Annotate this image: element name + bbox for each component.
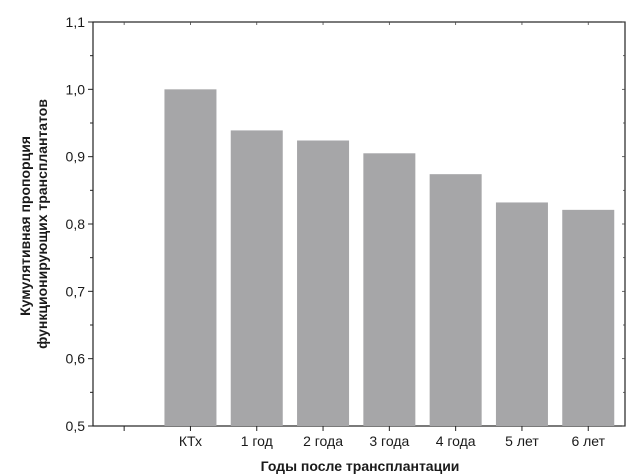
y-tick-label: 0,7 [66, 283, 86, 299]
ticks-group: 0,5 0,6 0,7 0,8 0,9 1,0 1,1 КТх 1 год 2 года 3 год… [66, 14, 625, 449]
bar [429, 174, 482, 426]
x-tick-label: 6 лет [571, 433, 605, 449]
x-tick-label: 2 года [303, 433, 343, 449]
bar [363, 153, 416, 427]
y-axis-title-line-2: функционирующих трансплантатов [34, 99, 50, 349]
x-tick-label: КТх [179, 433, 202, 449]
y-tick-label: 0,5 [66, 418, 86, 434]
y-tick-label: 0,6 [66, 351, 86, 367]
x-axis-title: Годы после трансплантации [261, 458, 460, 474]
x-tick-label: 4 года [436, 433, 476, 449]
y-tick-label: 0,8 [66, 216, 86, 232]
bar [495, 202, 548, 426]
bars-group [164, 89, 615, 427]
bar [164, 89, 217, 426]
y-tick-label: 1,1 [66, 14, 86, 30]
y-axis-title: Кумулятивная пропорция функционирующих т… [17, 99, 50, 349]
x-tick-label: 5 лет [505, 433, 539, 449]
y-axis-title-line-1: Кумулятивная пропорция [17, 136, 33, 316]
x-tick-label: 1 год [241, 433, 273, 449]
y-tick-label: 0,9 [66, 149, 86, 165]
x-tick-label: 3 года [369, 433, 409, 449]
bar [230, 130, 283, 426]
bar [562, 209, 615, 426]
bar [297, 140, 350, 427]
y-tick-label: 1,0 [66, 81, 86, 97]
